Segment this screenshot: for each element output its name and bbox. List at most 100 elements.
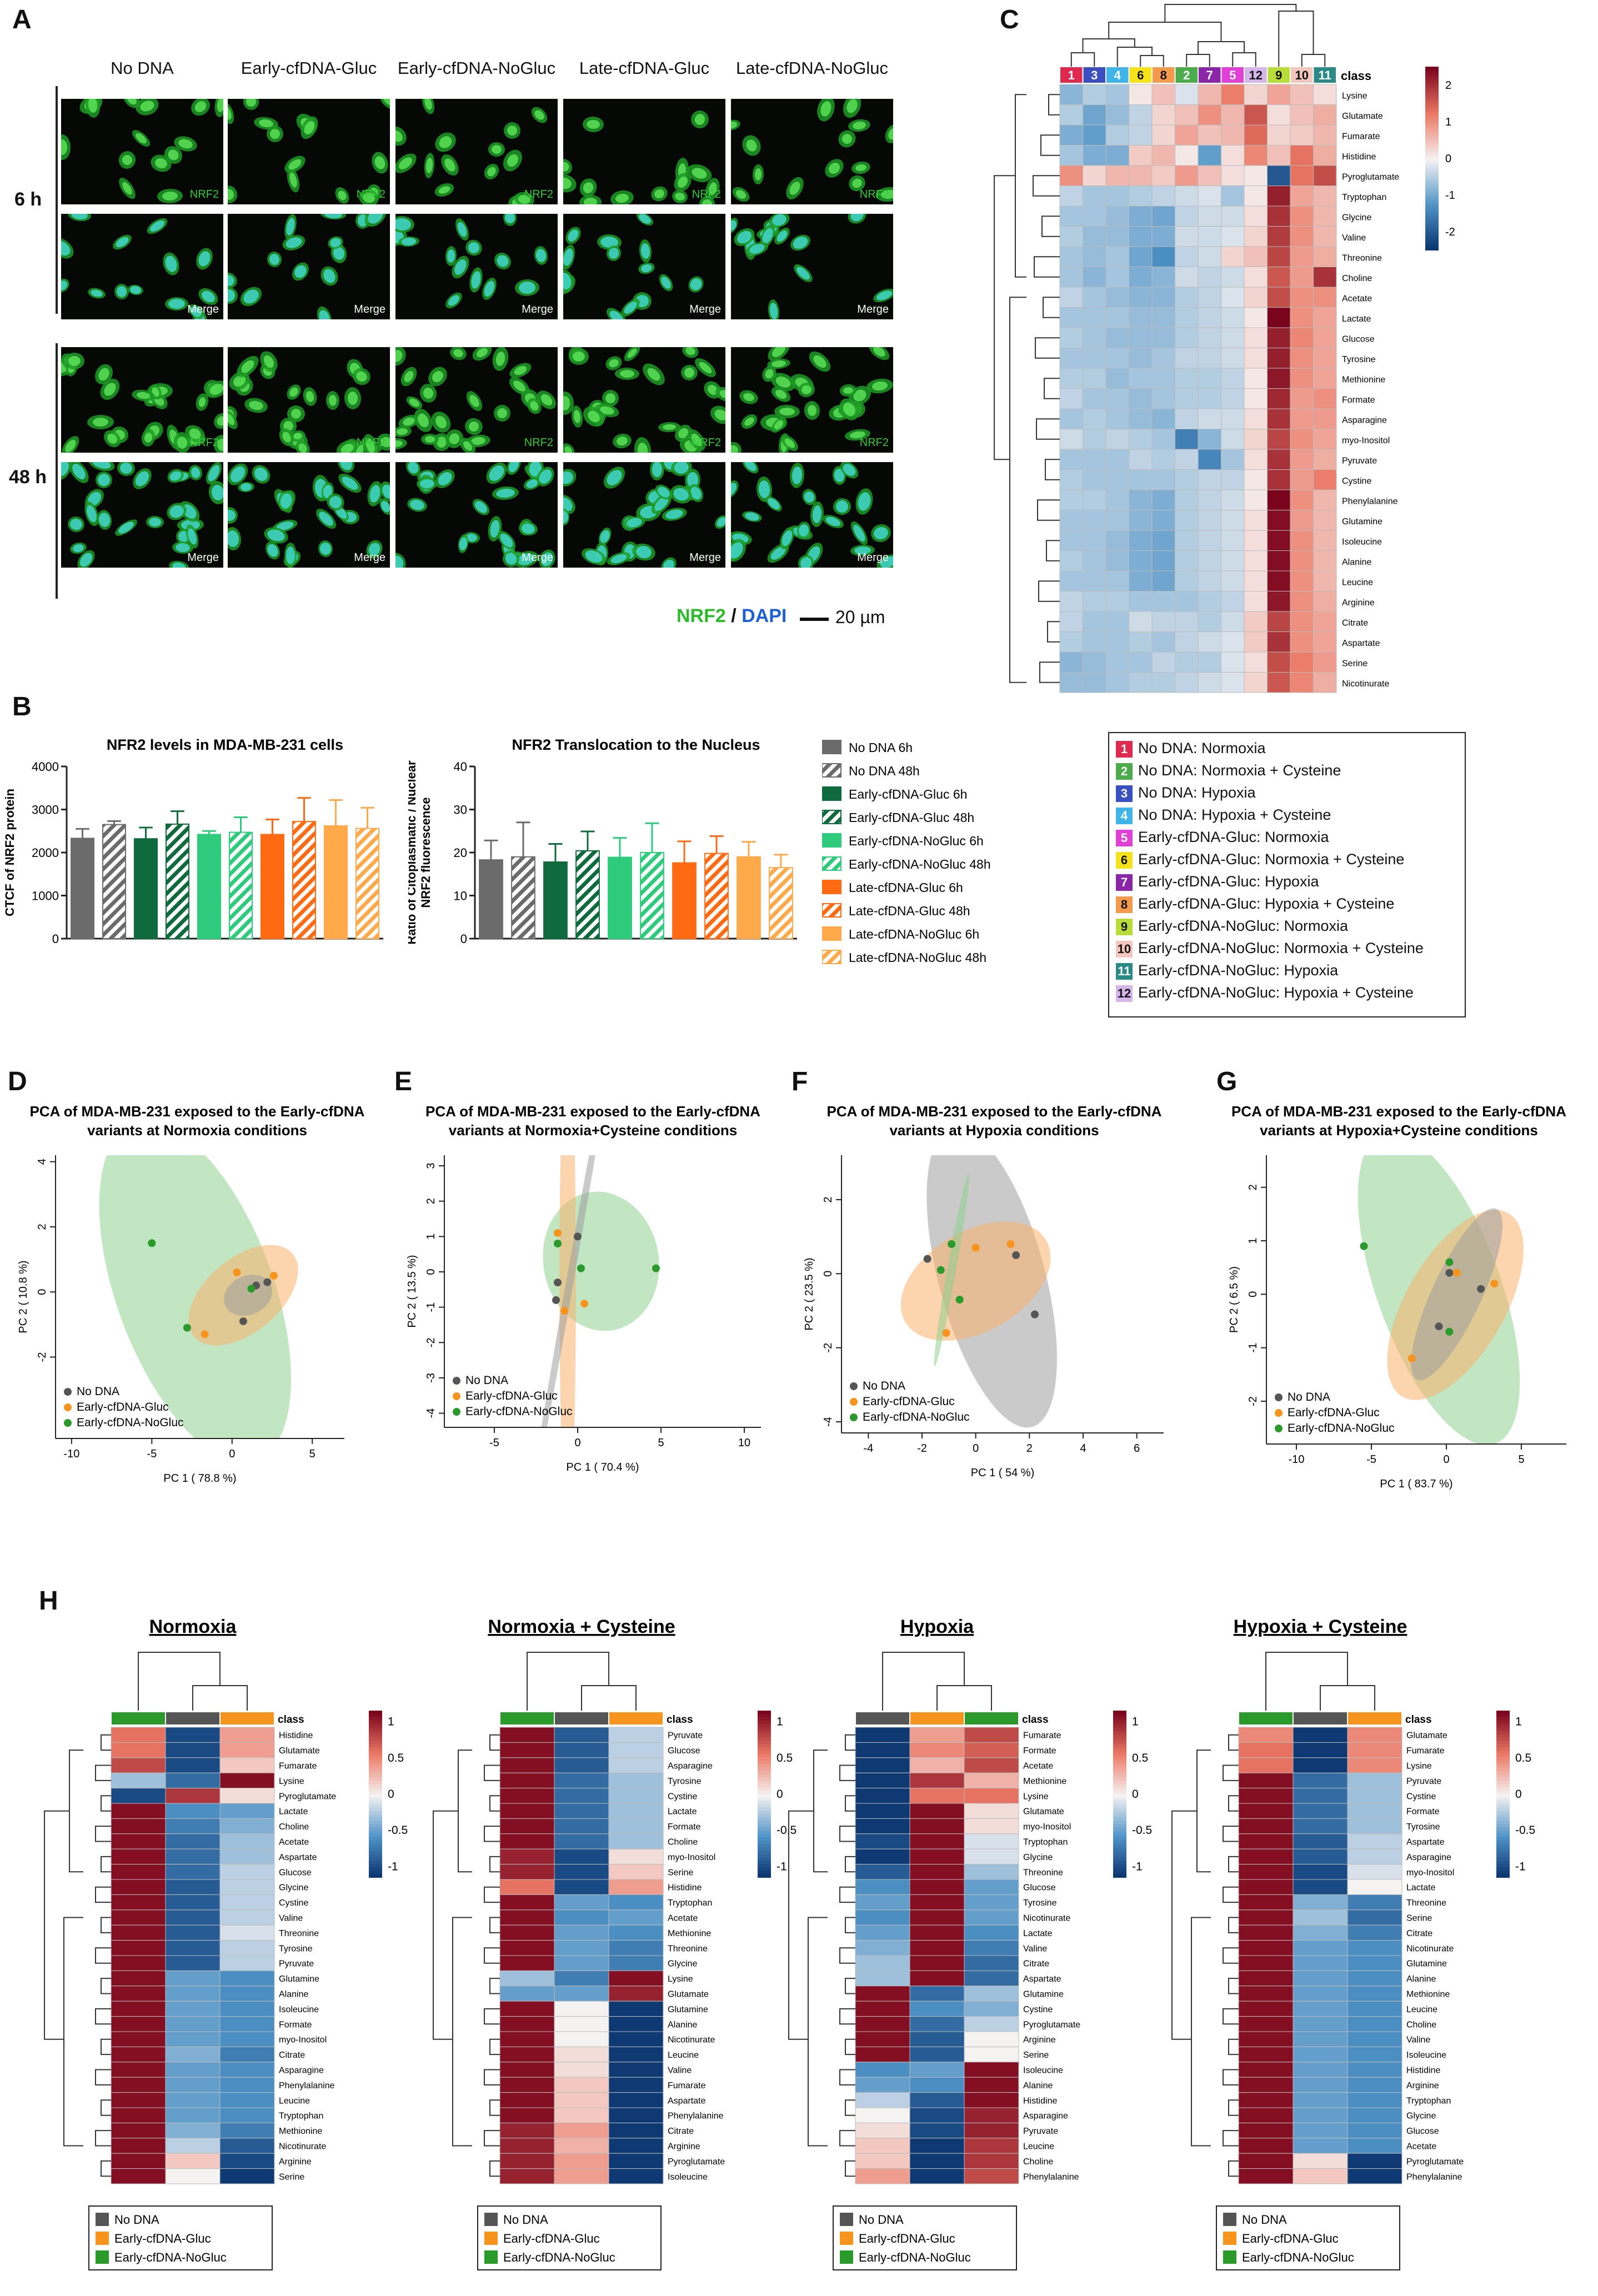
cell-nucleus (539, 469, 552, 484)
legend-label: Early-cfDNA-NoGluc (1288, 1422, 1395, 1435)
cell-nucleus (436, 437, 447, 448)
row-label: Citrate (1342, 619, 1368, 628)
cell (132, 389, 155, 402)
colorbar-segment (1496, 1781, 1510, 1784)
cell (284, 156, 305, 173)
dendrogram-branch (994, 175, 1015, 460)
legend-label: Early-cfDNA-Gluc (863, 1395, 955, 1408)
y-tick-label: 0 (460, 932, 467, 946)
cell-nucleus (276, 522, 294, 530)
heatmap-cell (1347, 1909, 1402, 1926)
legend-dot (453, 1392, 460, 1400)
heatmap-cell (1175, 570, 1199, 591)
cell (603, 467, 625, 489)
row-label: Pyroglutamate (1406, 2157, 1464, 2167)
cell-nucleus (342, 477, 358, 490)
cell (767, 358, 790, 369)
cell (318, 540, 333, 557)
legend-swatch (821, 763, 841, 778)
legend-item: 4 No DNA: Hypoxia + Cysteine (1116, 806, 1331, 824)
data-point (1407, 1354, 1416, 1362)
colorbar-segment (1425, 88, 1439, 92)
colorbar-segment (1496, 1771, 1510, 1774)
colorbar-segment (1425, 171, 1439, 174)
heatmap-cell (855, 2016, 910, 2032)
heatmap-cell (1293, 2153, 1348, 2169)
heatmap-cell (1151, 591, 1175, 612)
heatmap-normoxia-cysteine: Normoxia + CysteineclassPyruvateGlucoseA… (433, 1616, 797, 2270)
row-label: Phenylalanine (1023, 2172, 1079, 2182)
dendrogram-branch (101, 1856, 111, 1873)
cell (563, 244, 575, 270)
cell-nucleus (293, 432, 302, 440)
row-label: Isoleucine (279, 2005, 319, 2014)
row-label: Alanine (1023, 2081, 1053, 2091)
x-tick-label: 0 (229, 1448, 235, 1460)
heatmap-cell (1238, 1833, 1294, 1849)
colorbar-segment (1425, 198, 1439, 202)
cell (674, 173, 692, 192)
cell (742, 135, 761, 156)
cell (662, 508, 687, 521)
cell (621, 298, 640, 317)
heatmap-cell (1221, 408, 1245, 429)
heatmap-cell (554, 1970, 609, 1987)
bar (543, 861, 568, 939)
cell (395, 438, 407, 450)
heatmap-cell (1347, 1742, 1402, 1758)
heatmap-cell (1238, 2031, 1294, 2047)
dendrogram-branch (1047, 621, 1060, 643)
cell-nucleus (522, 523, 535, 534)
cell (435, 132, 456, 152)
cell (632, 543, 655, 561)
cell-nucleus (454, 259, 467, 275)
cell-nucleus (608, 248, 619, 259)
class-number: 11 (1319, 68, 1331, 82)
dendrogram-branch (95, 2130, 111, 2147)
heatmap-cell (608, 1848, 664, 1865)
row-label: Formate (1342, 395, 1375, 405)
tile-label-nrf2: NRF2 (356, 188, 385, 200)
legend-number: 6 (1116, 851, 1133, 869)
cell-image (395, 99, 548, 204)
colorbar-tick: -0.5 (1132, 1824, 1152, 1837)
bar (704, 853, 729, 939)
heatmap-cell (1083, 408, 1106, 429)
colorbar-segment (1496, 1854, 1510, 1858)
cell-nucleus (217, 99, 223, 112)
heatmap-cell (499, 2031, 555, 2047)
colorbar-segment (369, 1727, 382, 1731)
cell-nucleus (585, 550, 603, 563)
colorbar-segment (369, 1787, 382, 1791)
pca-title-line-2: variants at Hypoxia+Cysteine conditions (1260, 1122, 1538, 1139)
dendrogram-branch (489, 1978, 500, 1994)
legend-item: 1 No DNA: Normoxia (1116, 740, 1266, 758)
colorbar-tick: 0 (1445, 153, 1451, 165)
colorbar-segment (1496, 1811, 1510, 1814)
heatmap-cell (1313, 327, 1337, 348)
heatmap-cell (1347, 1986, 1402, 2002)
heatmap-cell (1083, 267, 1106, 288)
cell-nucleus (438, 186, 450, 194)
cell (237, 355, 259, 378)
heatmap-cell (1175, 104, 1199, 126)
colorbar-segment (369, 1801, 382, 1804)
heatmap-cell (855, 2138, 910, 2154)
pca-normoxia: PCA of MDA-MB-231 exposed to the Early-c… (17, 1103, 365, 1485)
row-dendrogram (433, 1734, 500, 2177)
cell-nucleus (395, 555, 404, 568)
row-label: Glucose (1342, 335, 1375, 344)
heatmap-cell (1267, 631, 1291, 653)
heatmap-cell (1238, 1970, 1294, 1987)
cell-image (228, 462, 390, 568)
cell-nucleus (395, 130, 403, 142)
cell (164, 146, 183, 164)
heatmap-cell (499, 1864, 555, 1880)
micrograph-tile: Merge (563, 462, 725, 568)
heatmap-title: Hypoxia + Cysteine (1234, 1616, 1407, 1637)
data-point (1012, 1251, 1020, 1259)
heatmap-cell (1313, 611, 1337, 632)
chart-title: NFR2 Translocation to the Nucleus (512, 736, 760, 753)
dendrogram-branch (484, 1886, 500, 1903)
colorbar-segment (1425, 109, 1439, 113)
